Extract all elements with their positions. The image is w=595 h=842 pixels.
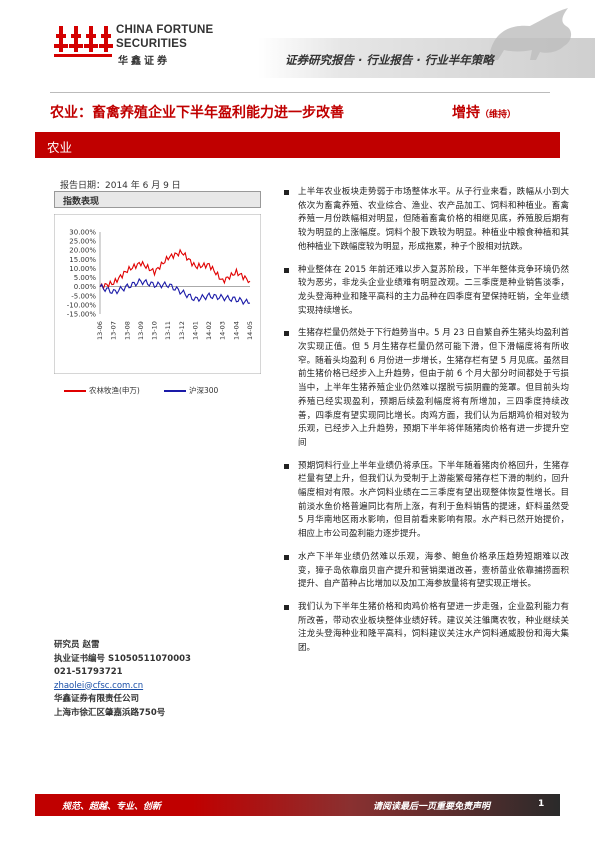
bull-icon xyxy=(490,8,572,60)
legend-label-hs300: 沪深300 xyxy=(189,386,219,395)
logo-text-line1: CHINA FORTUNE xyxy=(116,24,214,36)
x-tick-label: 13-08 xyxy=(123,321,131,340)
footer-disclaimer-note: 请阅读最后一页重要免责声明 xyxy=(373,802,491,812)
x-tick-label: 13-06 xyxy=(96,321,104,340)
x-tick-label: 14-02 xyxy=(205,321,213,340)
key-points-list: 上半年农业板块走势弱于市场整体水平。从子行业来看，跌幅从小到大依次为畜禽养殖、农… xyxy=(284,186,569,665)
legend-item-hs300: 沪深300 xyxy=(164,385,218,396)
bullet-icon xyxy=(284,463,289,469)
company-address: 上海市徐汇区肇嘉浜路750号 xyxy=(54,707,166,718)
key-point: 我们认为下半年生猪价格和肉鸡价格有望进一步走强，企业盈利能力有所改善，带动农业板… xyxy=(284,601,569,656)
series-line-agri xyxy=(99,248,251,291)
y-tick-label: 15.00% xyxy=(69,256,96,264)
x-tick-label: 14-03 xyxy=(219,321,227,340)
bullet-icon xyxy=(284,190,289,195)
footer-motto: 规范、超越、专业、创新 xyxy=(62,802,162,812)
y-tick-label: 0.00% xyxy=(74,283,97,291)
index-performance-chart: 30.00%25.00%20.00%15.00%10.00%5.00%0.00%… xyxy=(54,214,261,374)
y-tick-label: 30.00% xyxy=(69,229,96,237)
y-tick-label: 10.00% xyxy=(69,265,96,273)
logo-text-line2: SECURITIES xyxy=(116,38,188,50)
index-performance-title: 指数表现 xyxy=(63,197,100,207)
y-tick-label: 5.00% xyxy=(74,274,97,282)
x-tick-label: 13-12 xyxy=(178,321,186,340)
y-tick-label: -15.00% xyxy=(67,311,97,319)
legend-item-agri: 农林牧渔(申万) xyxy=(64,385,140,396)
key-point: 水产下半年业绩仍然难以乐观，海参、鲍鱼价格承压趋势短期难以改变，獐子岛依靠扇贝亩… xyxy=(284,551,569,592)
y-tick-label: 20.00% xyxy=(69,247,96,255)
x-tick-label: 13-09 xyxy=(137,321,145,340)
bullet-icon xyxy=(284,267,289,273)
key-point: 上半年农业板块走势弱于市场整体水平。从子行业来看，跌幅从小到大依次为畜禽养殖、农… xyxy=(284,186,569,255)
analyst-email-link[interactable]: zhaolei@cfsc.com.cn xyxy=(54,680,144,691)
page-number: 1 xyxy=(538,799,545,809)
index-performance-box xyxy=(54,191,261,208)
logo-text-chinese: 华鑫证券 xyxy=(118,56,170,67)
report-date: 报告日期：2014 年 6 月 9 日 xyxy=(60,181,181,191)
bullet-icon xyxy=(284,604,289,610)
series-line-hs300 xyxy=(99,277,251,306)
legend-swatch-hs300 xyxy=(164,390,186,392)
company-name: 华鑫证券有限责任公司 xyxy=(54,694,140,704)
bullet-icon xyxy=(284,554,289,560)
x-tick-label: 14-01 xyxy=(191,321,199,340)
chart-frame xyxy=(54,214,261,374)
x-tick-label: 13-10 xyxy=(151,321,159,340)
company-logo-icon xyxy=(54,26,113,57)
legend-label-agri: 农林牧渔(申万) xyxy=(89,386,140,395)
key-point: 生猪存栏量仍然处于下行趋势当中。5 月 23 日自繁自养生猪头均盈利首次实现正值… xyxy=(284,327,569,450)
report-title: 农业：畜禽养殖企业下半年盈利能力进一步改善 xyxy=(50,105,344,121)
header-divider xyxy=(50,92,550,93)
footer-bar xyxy=(35,794,560,816)
chart-legend: 农林牧渔(申万) 沪深300 xyxy=(64,385,264,399)
rating-badge: 增持（维持） xyxy=(452,102,516,122)
report-type-label: 证券研究报告 · 行业报告 · 行业半年策略 xyxy=(285,53,494,67)
y-tick-label: -10.00% xyxy=(67,301,97,309)
sector-label: 农业 xyxy=(47,140,73,155)
x-tick-label: 14-05 xyxy=(246,321,254,340)
y-tick-label: 25.00% xyxy=(69,238,96,246)
key-point: 预期饲料行业上半年业绩仍将承压。下半年随着猪肉价格回升，生猪存栏量有望上升，但我… xyxy=(284,460,569,542)
legend-swatch-agri xyxy=(64,390,86,392)
y-tick-label: -5.00% xyxy=(71,292,96,300)
analyst-info: 研究员 赵雷 执业证书编号 S1050511070003 021-5179372… xyxy=(54,639,191,720)
analyst-license: 执业证书编号 S1050511070003 xyxy=(54,653,191,664)
rating-value: 增持 xyxy=(452,105,480,121)
x-tick-label: 14-04 xyxy=(232,321,240,340)
analyst-name: 研究员 赵雷 xyxy=(54,640,100,650)
key-point: 种业整体在 2015 年前还难以步入复苏阶段，下半年整体竞争环境仍然较为恶劣，非… xyxy=(284,264,569,319)
rating-note: （维持） xyxy=(480,110,517,120)
bullet-icon xyxy=(284,331,289,337)
analyst-phone: 021-51793721 xyxy=(54,667,123,677)
sector-bar xyxy=(35,132,560,158)
x-tick-label: 13-11 xyxy=(164,321,172,340)
x-tick-label: 13-07 xyxy=(110,321,118,340)
